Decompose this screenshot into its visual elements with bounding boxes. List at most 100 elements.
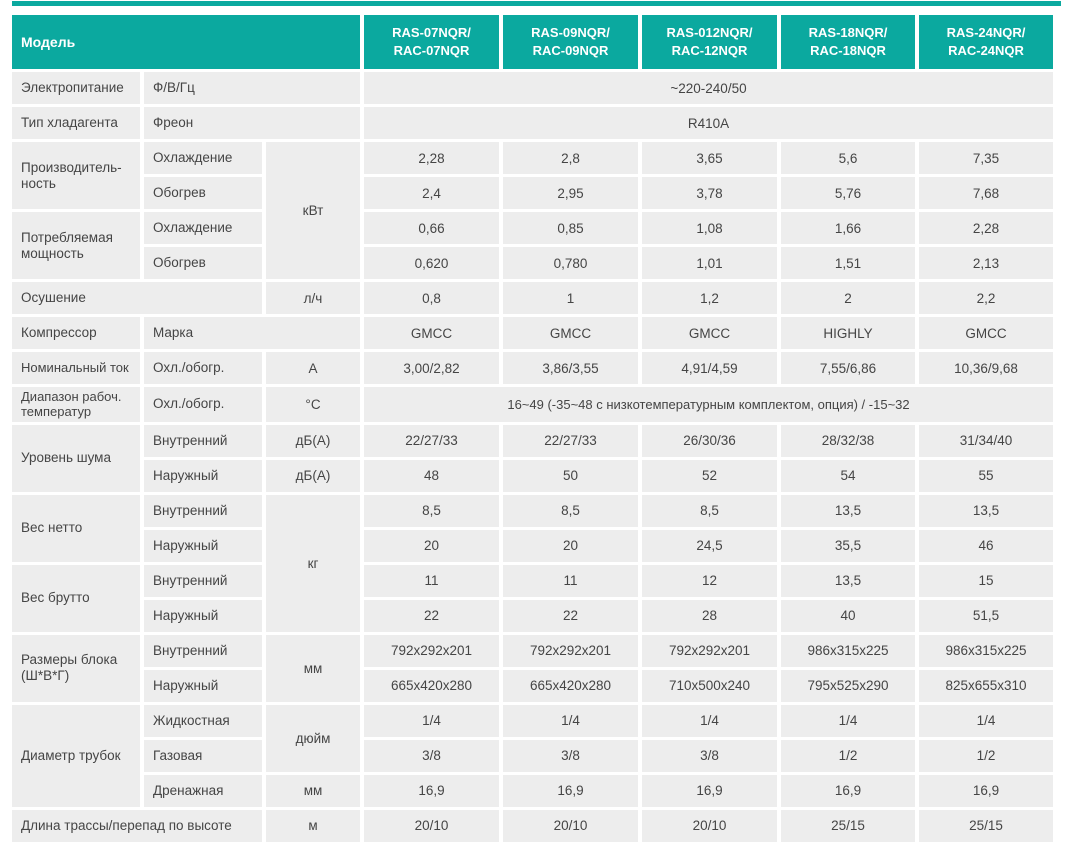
- value-cell: 7,35: [919, 142, 1053, 174]
- value-cell: 26/30/36: [642, 424, 777, 457]
- sub-label-cell: Внутренний: [144, 634, 262, 667]
- value-cell: 15: [919, 564, 1053, 597]
- value-cell: 8,5: [503, 494, 638, 527]
- model-header-5: RAS-24NQR/RAC-24NQR: [919, 15, 1053, 69]
- sub-label-cell: Наружный: [144, 459, 262, 492]
- value-cell: 825x655x310: [919, 669, 1053, 702]
- value-cell: 50: [503, 459, 638, 492]
- model-name-line: RAS-07NQR/: [392, 25, 471, 41]
- value-cell: 3,65: [642, 142, 777, 174]
- label-cell: Вес нетто: [12, 494, 140, 562]
- sub-label-cell: Наружный: [144, 529, 262, 562]
- model-name-line: RAC-18NQR: [810, 43, 886, 58]
- value-cell: 7,68: [919, 177, 1053, 209]
- sub-label-cell: Охлаждение: [144, 212, 262, 244]
- row-dehumidification: Осушение л/ч 0,8 1 1,2 2 2,2: [12, 282, 1053, 314]
- row-gross-weight-indoor: Вес брутто Внутренний 11 11 12 13,5 15: [12, 564, 1053, 632]
- value-cell: 8,5: [364, 494, 499, 527]
- value-cell: 52: [642, 459, 777, 492]
- value-cell: 12: [642, 564, 777, 597]
- model-name-line: RAS-24NQR/: [946, 25, 1026, 41]
- row-operating-temp-range: Диапазон рабоч. температур Охл./обогр. °…: [12, 387, 1053, 422]
- sub-label-cell: Охл./обогр.: [144, 352, 262, 384]
- value-cell: 25/15: [781, 809, 915, 842]
- sub-label-cell: Наружный: [144, 669, 262, 702]
- value-cell: 2,28: [364, 142, 499, 174]
- value-cell: 11: [503, 564, 638, 597]
- value-cell: HIGHLY: [781, 317, 915, 349]
- value-cell: 5,76: [781, 177, 915, 209]
- label-cell: Производитель-ность: [12, 142, 140, 209]
- unit-cell: мм: [266, 634, 360, 702]
- model-name-line: RAC-07NQR: [393, 43, 470, 58]
- value-cell: 0,620: [364, 247, 499, 279]
- value-cell: 3/8: [642, 739, 777, 772]
- value-cell: 25/15: [919, 809, 1053, 842]
- row-net-weight-outdoor: Наружный 20 20 24,5 35,5 46: [12, 529, 1053, 562]
- model-name-line: RAC-12NQR: [671, 43, 748, 58]
- model-name-line: RAS-012NQR/: [666, 25, 753, 41]
- value-cell: 16,9: [503, 774, 638, 807]
- value-cell: 1,66: [781, 212, 915, 244]
- value-cell: 48: [364, 459, 499, 492]
- value-cell: 51,5: [919, 599, 1053, 632]
- row-refrigerant: Тип хладагента Фреон R410A: [12, 107, 1053, 139]
- row-rated-current: Номинальный ток Охл./обогр. А 3,00/2,82 …: [12, 352, 1053, 384]
- value-cell: 986x315x225: [781, 634, 915, 667]
- value-cell: 1/4: [642, 704, 777, 737]
- sub-label-cell: Ф/В/Гц: [144, 72, 360, 104]
- label-cell: Длина трассы/перепад по высоте: [12, 809, 262, 842]
- value-cell: 31/34/40: [919, 424, 1053, 457]
- row-compressor: Компрессор Марка GMCC GMCC GMCC HIGHLY G…: [12, 317, 1053, 349]
- row-consumption-cooling: Потребляемая мощность Охлаждение 0,66 0,…: [12, 212, 1053, 279]
- sub-label-cell: Охл./обогр.: [144, 387, 262, 422]
- row-gross-weight-outdoor: Наружный 22 22 28 40 51,5: [12, 599, 1053, 632]
- value-cell: 5,6: [781, 142, 915, 174]
- value-cell: 792x292x201: [364, 634, 499, 667]
- sub-label-cell: Фреон: [144, 107, 360, 139]
- value-cell: 13,5: [781, 564, 915, 597]
- sub-label-cell: Дренажная: [144, 774, 262, 807]
- value-cell: 1,08: [642, 212, 777, 244]
- label-cell: Уровень шума: [12, 424, 140, 492]
- label-cell: Номинальный ток: [12, 352, 140, 384]
- unit-cell: л/ч: [266, 282, 360, 314]
- value-cell: 16,9: [781, 774, 915, 807]
- value-cell: 13,5: [919, 494, 1053, 527]
- value-cell: 54: [781, 459, 915, 492]
- spec-table: Модель RAS-07NQR/RAC-07NQR RAS-09NQR/RAC…: [8, 12, 1057, 845]
- value-cell: 1/2: [781, 739, 915, 772]
- unit-cell: А: [266, 352, 360, 384]
- row-net-weight-indoor: Вес нетто Внутренний кг 8,5 8,5 8,5 13,5…: [12, 494, 1053, 632]
- value-cell: 3/8: [364, 739, 499, 772]
- row-pipe-drain: Дренажная мм 16,9 16,9 16,9 16,9 16,9: [12, 774, 1053, 807]
- row-dimensions-indoor: Размеры блока (Ш*В*Г) Внутренний мм 792x…: [12, 634, 1053, 702]
- model-header-1: RAS-07NQR/RAC-07NQR: [364, 15, 499, 69]
- header-row: Модель RAS-07NQR/RAC-07NQR RAS-09NQR/RAC…: [12, 15, 1053, 69]
- value-cell: 20: [364, 529, 499, 562]
- row-pipe-liquid: Диаметр трубок Жидкостная дюйм 1/4 1/4 1…: [12, 704, 1053, 807]
- row-noise-outdoor: Наружный дБ(А) 48 50 52 54 55: [12, 459, 1053, 492]
- value-cell: 16,9: [364, 774, 499, 807]
- row-capacity-cooling: Производитель-ность Охлаждение кВт 2,28 …: [12, 142, 1053, 279]
- value-cell: 28/32/38: [781, 424, 915, 457]
- row-pipe-length-height: Длина трассы/перепад по высоте м 20/10 2…: [12, 809, 1053, 842]
- value-cell: 2,4: [364, 177, 499, 209]
- value-cell: 16,9: [919, 774, 1053, 807]
- sub-label-cell: Наружный: [144, 599, 262, 632]
- unit-cell: дюйм: [266, 704, 360, 772]
- label-cell: Осушение: [12, 282, 262, 314]
- row-power-supply: Электропитание Ф/В/Гц ~220-240/50: [12, 72, 1053, 104]
- value-cell: 35,5: [781, 529, 915, 562]
- sub-label-cell: Жидкостная: [144, 704, 262, 737]
- sub-label-cell: Внутренний: [144, 564, 262, 597]
- value-cell: 3,78: [642, 177, 777, 209]
- value-cell: 792x292x201: [642, 634, 777, 667]
- value-cell: 792x292x201: [503, 634, 638, 667]
- unit-cell: дБ(А): [266, 459, 360, 492]
- unit-cell: кг: [266, 494, 360, 632]
- value-cell: 710x500x240: [642, 669, 777, 702]
- label-cell: Потребляемая мощность: [12, 212, 140, 279]
- value-cell: 20/10: [642, 809, 777, 842]
- value-cell: 7,55/6,86: [781, 352, 915, 384]
